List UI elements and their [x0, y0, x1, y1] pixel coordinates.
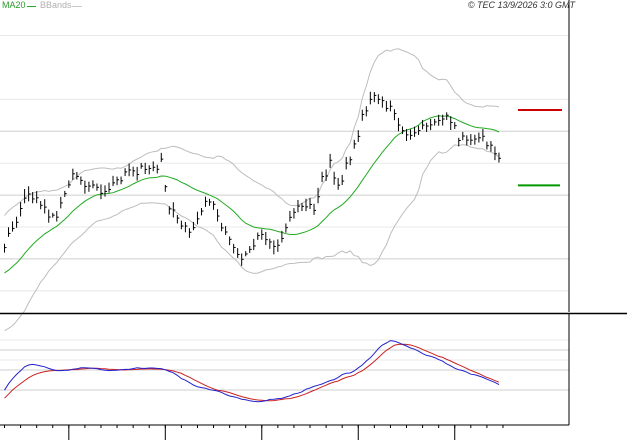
- time-axis: [0, 424, 569, 440]
- copyright-text: © TEC 13/9/2026 3:0 GMT: [467, 0, 575, 10]
- ma20-legend-swatch: [27, 6, 36, 7]
- price-panel: [0, 0, 570, 332]
- ma20-legend-label: MA20: [2, 0, 26, 10]
- price-plot-area: [0, 0, 569, 312]
- ma20-line: [4, 115, 500, 274]
- price-bars: [4, 91, 501, 266]
- macd-line: [4, 340, 500, 403]
- macd-panel: [0, 312, 627, 425]
- bbands-lower-line: [4, 144, 500, 332]
- bbands-legend-swatch: [72, 6, 82, 7]
- bbands-upper-line: [4, 48, 500, 216]
- macd-signal-line: [4, 343, 500, 402]
- bbands-legend-label: BBands: [40, 0, 72, 10]
